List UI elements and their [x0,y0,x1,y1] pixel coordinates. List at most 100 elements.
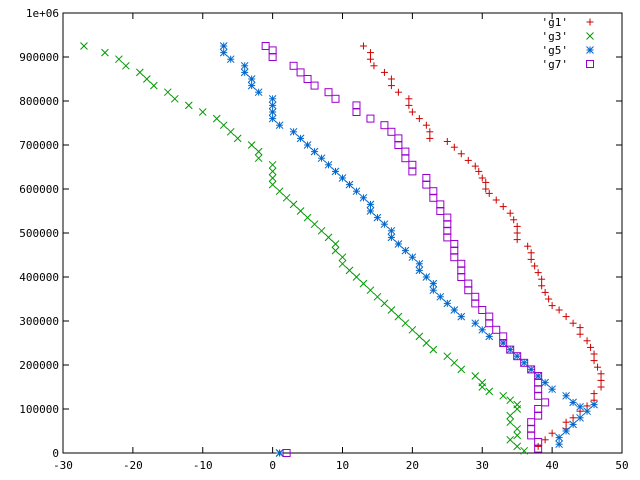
data-point [317,154,326,163]
data-point [163,88,172,97]
data-point [471,162,479,170]
data-point [506,345,515,354]
legend-marker [586,46,594,54]
data-point [405,95,413,103]
data-point [268,94,277,103]
data-point [597,376,605,384]
legend-marker [586,18,594,26]
series-3 [261,42,550,457]
data-point [534,372,543,380]
data-point [408,253,417,262]
data-point [268,101,277,110]
data-point [303,141,312,149]
data-point [310,220,319,229]
data-point [527,249,535,257]
data-point [345,266,354,275]
data-point [401,154,410,163]
data-point [254,88,263,97]
data-point [457,150,465,158]
data-point [275,449,284,457]
data-point [352,187,361,196]
data-point [275,121,284,130]
legend-marker [586,32,594,40]
data-point [457,273,466,281]
data-point [170,94,179,103]
data-point [136,68,144,77]
data-point [226,127,235,136]
data-point [233,134,242,143]
data-point [527,365,536,374]
data-point [513,352,522,361]
data-point [296,207,305,215]
x-tick-label: -30 [53,459,73,472]
series-0 [276,42,605,457]
data-point [492,325,501,334]
data-point [359,193,368,202]
data-point [219,121,228,130]
data-point [212,114,221,123]
data-point [590,390,598,398]
data-point [520,446,529,455]
data-point [541,436,549,444]
x-axis-ticks: -30 -20 -10 0 10 20 30 40 50 [53,13,629,472]
data-point [268,160,277,169]
x-tick-label: 20 [406,459,419,472]
data-point [499,339,508,347]
y-tick-label: 0 [52,447,59,460]
data-point [513,352,522,361]
data-point [545,295,553,303]
data-point [303,213,312,222]
data-point [482,185,490,193]
data-point [576,324,584,332]
data-point [268,114,277,123]
data-point [513,405,522,413]
data-point [464,286,473,295]
data-point [370,62,378,70]
data-point [475,167,483,175]
data-point [366,286,375,295]
x-tick-label: 40 [546,459,559,472]
data-point [576,413,584,422]
data-point [555,433,563,442]
data-point [80,42,88,50]
y-tick-label: 400000 [19,271,59,284]
data-point [380,68,388,76]
x-tick-label: 50 [615,459,628,472]
data-point [429,193,438,202]
data-point [450,240,459,248]
data-point [478,174,486,182]
data-point [443,352,452,361]
data-point [352,108,361,116]
data-point [142,75,151,83]
data-point [408,160,417,169]
data-point [282,193,291,202]
y-tick-label: 1e+06 [26,7,59,20]
data-point [373,213,382,222]
data-point [338,174,347,182]
y-tick-label: 700000 [19,139,59,152]
data-point [541,398,550,407]
data-point [352,273,361,281]
data-point [401,319,410,328]
data-point [590,400,598,409]
data-point [457,365,466,374]
x-tick-label: -10 [193,459,213,472]
data-point [436,200,445,209]
data-point [429,187,438,196]
data-point [569,398,577,407]
data-point [590,357,598,365]
data-point [366,114,375,123]
data-point [426,128,434,136]
data-point [485,319,494,328]
data-point [513,222,521,230]
data-point [380,220,389,229]
data-point [541,288,549,296]
data-point [198,108,207,116]
data-point [583,407,591,416]
data-point [359,42,367,50]
data-point [324,88,333,97]
data-point [261,42,270,50]
data-point [492,196,500,204]
data-point [366,200,375,209]
